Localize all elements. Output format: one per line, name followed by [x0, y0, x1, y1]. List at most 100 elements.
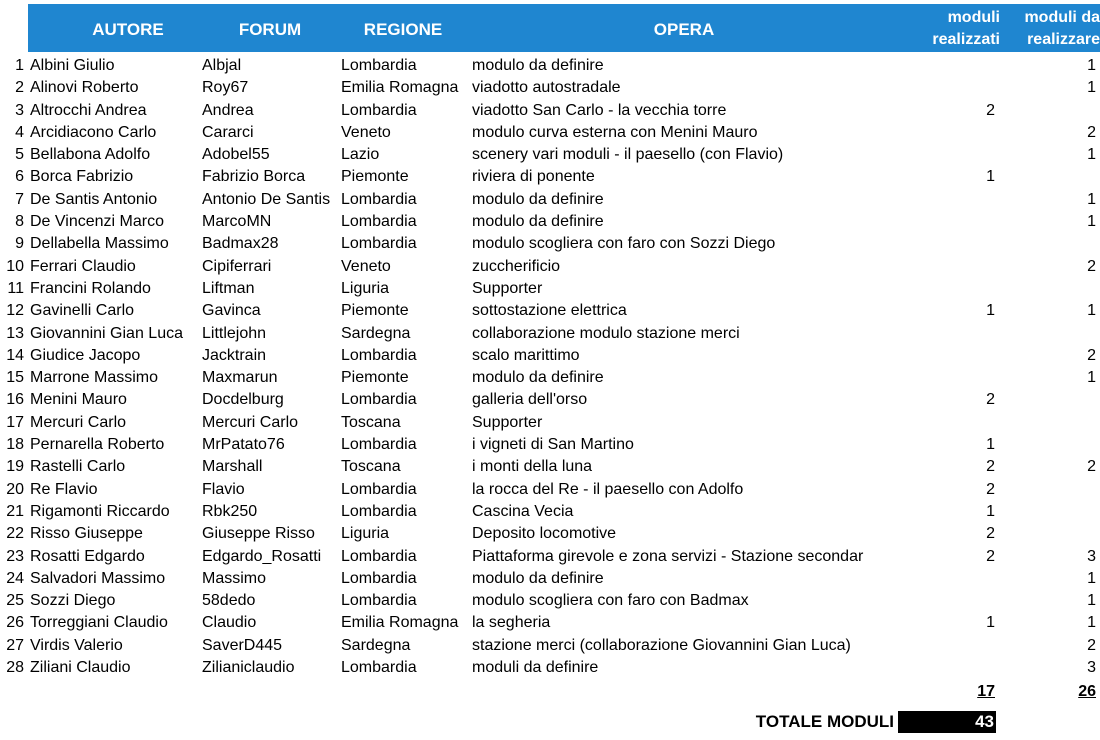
table-row: 12 Gavinelli Carlo Gavinca Piemonte sottosta…	[0, 300, 1100, 322]
cell-forum: Adobel55	[202, 146, 270, 164]
cell-autore: Risso Giuseppe	[30, 525, 143, 543]
cell-opera: modulo da definire	[472, 57, 604, 74]
table-row: 24 Salvadori Massimo Massimo Lombardia modul…	[0, 568, 1100, 590]
header-forum: FORUM	[238, 20, 302, 39]
cell-autore: Marrone Massimo	[30, 369, 159, 387]
cell-forum: Cipiferrari	[202, 257, 272, 275]
cell-forum: MrPatato76	[202, 436, 285, 454]
row-number: 2	[15, 79, 24, 97]
cell-opera: Supporter	[472, 413, 543, 431]
row-number: 26	[6, 614, 24, 632]
cell-opera: Supporter	[472, 279, 543, 297]
cell-moduli-da-realizzare: 2	[1087, 123, 1096, 141]
cell-opera: viadotto autostradale	[472, 79, 621, 97]
cell-opera: scenery vari moduli - il paesello (con F…	[472, 146, 784, 164]
cell-moduli-realizzati: 1	[986, 302, 995, 320]
table-row: 19 Rastelli Carlo Marshall Toscana i monti d…	[0, 456, 1100, 478]
cell-forum: Liftman	[202, 279, 255, 297]
cell-autore: Altrocchi Andrea	[30, 101, 147, 119]
cell-opera: zuccherificio	[472, 257, 561, 275]
cell-autore: De Santis Antonio	[30, 190, 158, 208]
table-row: 8 De Vincenzi Marco MarcoMN Lombardia modulo…	[0, 211, 1100, 233]
table-row: 13 Giovannini Gian Luca Littlejohn Sardegna…	[0, 323, 1100, 345]
cell-forum: Albjal	[202, 57, 242, 74]
row-number: 4	[15, 123, 24, 141]
table-row: 14 Giudice Jacopo Jacktrain Lombardia scalo …	[0, 345, 1100, 367]
table-row: 6 Borca Fabrizio Fabrizio Borca Piemonte riv…	[0, 166, 1100, 188]
row-number: 23	[6, 547, 24, 565]
cell-moduli-da-realizzare: 1	[1087, 614, 1096, 632]
cell-autore: Rastelli Carlo	[30, 458, 126, 476]
cell-autore: Albini Giulio	[30, 57, 115, 74]
cell-autore: Arcidiacono Carlo	[30, 123, 157, 141]
row-number: 7	[15, 190, 24, 208]
cell-opera: modulo da definire	[472, 213, 604, 231]
grand-total-value: 43	[975, 712, 994, 731]
cell-moduli-realizzati: 2	[986, 458, 995, 476]
row-number: 13	[6, 324, 24, 342]
cell-regione: Toscana	[341, 413, 401, 431]
cell-regione: Liguria	[341, 525, 390, 543]
row-number: 11	[7, 279, 24, 297]
cell-forum: Cararci	[202, 123, 254, 141]
cell-moduli-da-realizzare: 1	[1087, 57, 1096, 74]
table-row: 2 Alinovi Roberto Roy67 Emilia Romagna viado…	[0, 77, 1100, 99]
cell-regione: Piemonte	[341, 302, 409, 320]
cell-moduli-da-realizzare: 1	[1087, 302, 1096, 320]
cell-moduli-da-realizzare: 2	[1087, 636, 1096, 654]
cell-forum: Maxmarun	[202, 369, 278, 387]
cell-autore: Giovannini Gian Luca	[30, 324, 183, 342]
cell-opera: modulo scogliera con faro con Sozzi Dieg…	[472, 235, 776, 253]
cell-regione: Lombardia	[341, 569, 417, 587]
header-moduli-realizzati-line2: realizzati	[932, 31, 1000, 48]
cell-regione: Lombardia	[341, 480, 417, 498]
cell-regione: Lombardia	[341, 659, 417, 677]
cell-autore: Rosatti Edgardo	[30, 547, 145, 565]
cell-moduli-realizzati: 2	[986, 547, 995, 565]
cell-moduli-realizzati: 2	[986, 480, 995, 498]
cell-autore: Mercuri Carlo	[30, 413, 127, 431]
cell-regione: Veneto	[341, 257, 391, 275]
cell-opera: viadotto San Carlo - la vecchia torre	[472, 101, 727, 119]
cell-forum: Antonio De Santis	[202, 190, 331, 208]
table-row: 20 Re Flavio Flavio Lombardia la rocca del R…	[0, 479, 1100, 501]
row-number: 28	[6, 659, 24, 677]
cell-autore: Re Flavio	[30, 480, 98, 498]
table-row: 9 Dellabella Massimo Badmax28 Lombardia modu…	[0, 233, 1100, 255]
table-row: 21 Rigamonti Riccardo Rbk250 Lombardia Casci…	[0, 501, 1100, 523]
row-number: 21	[6, 502, 24, 520]
header-moduli-da-realizzare: moduli da realizzare	[1000, 7, 1100, 51]
cell-autore: Rigamonti Riccardo	[30, 502, 170, 520]
table-row: 11 Francini Rolando Liftman Liguria Supporte…	[0, 278, 1100, 300]
cell-opera: sottostazione elettrica	[472, 302, 627, 320]
cell-autore: Virdis Valerio	[30, 636, 123, 654]
table-row: 3 Altrocchi Andrea Andrea Lombardia viadotto…	[0, 100, 1100, 122]
cell-regione: Liguria	[341, 279, 390, 297]
cell-autore: Menini Mauro	[30, 391, 127, 409]
row-number: 3	[15, 101, 24, 119]
cell-forum: Badmax28	[202, 235, 279, 253]
cell-autore: Francini Rolando	[30, 279, 151, 297]
header-moduli-realizzati-line1: moduli	[947, 9, 1000, 26]
cell-opera: i vigneti di San Martino	[472, 436, 634, 454]
header-regione: REGIONE	[363, 20, 443, 39]
cell-autore: Salvadori Massimo	[30, 569, 166, 587]
cell-forum: MarcoMN	[202, 213, 272, 231]
cell-opera: galleria dell'orso	[472, 391, 588, 409]
cell-moduli-da-realizzare: 1	[1087, 592, 1096, 610]
cell-opera: modulo da definire	[472, 569, 604, 587]
cell-autore: Borca Fabrizio	[30, 168, 134, 186]
cell-opera: modulo da definire	[472, 190, 604, 208]
row-number: 17	[6, 413, 24, 431]
cell-opera: riviera di ponente	[472, 168, 595, 186]
cell-opera: moduli da definire	[472, 659, 599, 677]
row-number: 27	[6, 636, 24, 654]
cell-opera: Piattaforma girevole e zona servizi - St…	[472, 547, 864, 565]
cell-moduli-da-realizzare: 1	[1087, 369, 1096, 387]
row-number: 5	[15, 146, 24, 164]
row-number: 19	[6, 458, 24, 476]
cell-autore: Ziliani Claudio	[30, 659, 131, 677]
cell-autore: Sozzi Diego	[30, 592, 116, 610]
cell-regione: Lombardia	[341, 502, 417, 520]
table-row: 28 Ziliani Claudio Zilianiclaudio Lombardia…	[0, 657, 1100, 679]
